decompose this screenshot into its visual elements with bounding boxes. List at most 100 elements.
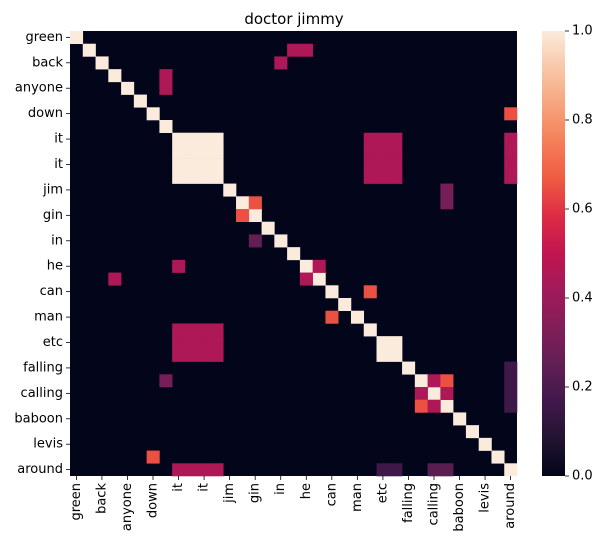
row-label: gin xyxy=(43,208,63,223)
heatmap-cell xyxy=(504,107,518,121)
heatmap-cell xyxy=(261,221,275,235)
heatmap-cell xyxy=(197,323,211,337)
heatmap-cell xyxy=(172,158,186,172)
row-label: can xyxy=(40,284,63,299)
heatmap-cell xyxy=(299,43,313,57)
heatmap-cell xyxy=(312,272,326,286)
heatmap-cell xyxy=(172,145,186,159)
heatmap-cell xyxy=(159,374,173,388)
heatmap-cell xyxy=(210,323,224,337)
heatmap-cell xyxy=(70,31,84,45)
column-label: can xyxy=(324,483,339,506)
column-label: it xyxy=(171,483,186,492)
heatmap-cell xyxy=(299,272,313,286)
heatmap-cell xyxy=(108,272,122,286)
heatmap-cell xyxy=(376,132,390,146)
heatmap-cell xyxy=(172,463,186,477)
heatmap-cell xyxy=(376,145,390,159)
heatmap-cell xyxy=(172,132,186,146)
heatmap-cell xyxy=(210,132,224,146)
heatmap-cell xyxy=(159,81,173,95)
heatmap-cell xyxy=(389,336,403,350)
heatmap-cell xyxy=(363,323,377,337)
heatmap-cell xyxy=(312,259,326,273)
heatmap-cell xyxy=(440,463,454,477)
heatmap-cell xyxy=(274,56,288,70)
heatmap-cell xyxy=(453,412,467,426)
colorbar-tick-label: 0.8 xyxy=(572,113,593,128)
row-label: baboon xyxy=(14,411,63,426)
column-label: down xyxy=(146,483,161,518)
column-label: anyone xyxy=(120,483,135,531)
column-label: jim xyxy=(222,483,237,504)
heatmap-cell xyxy=(350,310,365,324)
heatmap-cell xyxy=(427,387,441,401)
column-label: around xyxy=(503,483,518,529)
row-label: calling xyxy=(21,386,63,401)
heatmap-cell xyxy=(389,158,403,172)
heatmap-cell xyxy=(248,209,262,223)
row-label: down xyxy=(28,106,63,121)
column-label: etc xyxy=(375,483,390,503)
column-label: man xyxy=(350,483,365,512)
column-label: he xyxy=(299,483,314,499)
colorbar-tick-label: 0.0 xyxy=(572,469,593,484)
heatmap-cell xyxy=(338,298,352,312)
column-label: levis xyxy=(478,483,493,513)
heatmap-cell xyxy=(363,145,377,159)
column-label: baboon xyxy=(452,483,467,532)
heatmap-cell xyxy=(389,170,403,184)
heatmap-cell xyxy=(172,348,186,362)
row-label: he xyxy=(47,259,63,274)
heatmap-cell xyxy=(210,145,224,159)
row-label: etc xyxy=(43,335,63,350)
heatmap-cell xyxy=(184,463,199,477)
heatmap-cell xyxy=(504,158,518,172)
heatmap-cell xyxy=(414,374,428,388)
heatmap-cell xyxy=(325,285,339,299)
heatmap-cell xyxy=(427,463,441,477)
colorbar-gradient xyxy=(542,31,565,476)
heatmap-cell xyxy=(491,450,505,464)
heatmap-cell xyxy=(376,336,390,350)
column-label: falling xyxy=(401,483,416,523)
heatmap-cell xyxy=(427,374,441,388)
heatmap-cell xyxy=(184,158,199,172)
heatmap-cell xyxy=(197,145,211,159)
heatmap-cell xyxy=(184,323,199,337)
colorbar-tick-label: 0.2 xyxy=(572,380,593,395)
heatmap-cell xyxy=(504,374,518,388)
row-label: around xyxy=(17,462,63,477)
chart-title: doctor jimmy xyxy=(244,10,343,28)
heatmap-cell xyxy=(236,209,250,223)
heatmap-cell xyxy=(414,387,428,401)
heatmap-cell xyxy=(389,348,403,362)
colorbar-tick-label: 0.4 xyxy=(572,291,593,306)
heatmap-cell xyxy=(504,463,518,477)
heatmap-cells xyxy=(70,31,518,477)
heatmap-cell xyxy=(159,120,173,134)
row-label: man xyxy=(34,310,63,325)
heatmap-cell xyxy=(376,170,390,184)
row-label: anyone xyxy=(15,81,63,96)
heatmap-cell xyxy=(402,361,416,375)
heatmap-cell xyxy=(440,374,454,388)
row-label: it xyxy=(54,132,63,147)
colorbar-tick-label: 0.6 xyxy=(572,202,593,217)
heatmap-cell xyxy=(121,81,135,95)
column-label: gin xyxy=(248,483,263,503)
heatmap-cell xyxy=(184,132,199,146)
heatmap-cell xyxy=(440,387,454,401)
heatmap-cell xyxy=(478,437,492,451)
heatmap-cell xyxy=(172,170,186,184)
heatmap-cell xyxy=(159,69,173,83)
row-label: falling xyxy=(23,360,63,375)
heatmap-cell xyxy=(389,132,403,146)
heatmap-cell xyxy=(248,234,262,248)
column-label: calling xyxy=(426,483,441,525)
heatmap-cell xyxy=(376,463,390,477)
row-label: jim xyxy=(42,182,63,197)
heatmap-cell xyxy=(299,259,313,273)
heatmap-cell xyxy=(440,196,454,210)
